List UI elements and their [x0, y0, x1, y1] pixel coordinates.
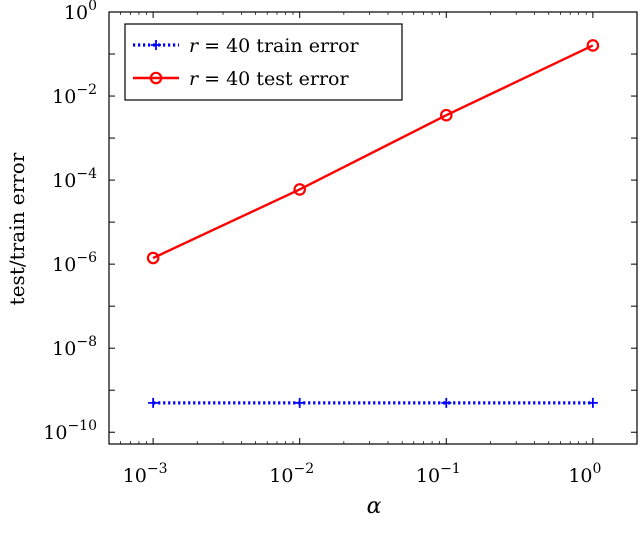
y-tick-label-5: 100: [64, 0, 97, 24]
series-line-1: [152, 44, 594, 260]
plot-area: [108, 11, 638, 445]
legend: r = 40 train error r = 40 test error: [124, 23, 403, 101]
data-point-1-1: [293, 183, 307, 196]
plot-border: [108, 11, 638, 445]
data-point-0-0: [148, 397, 159, 408]
y-tick-label-4: 10−2: [52, 82, 97, 108]
legend-marker-1: [149, 71, 163, 85]
y-tick-label-3: 10−4: [52, 166, 97, 192]
series-1: [146, 39, 600, 265]
x-tick-label-0: 10−3: [123, 461, 168, 487]
axis-ticks: [108, 11, 638, 444]
data-point-0-1: [294, 397, 305, 408]
data-point-0-2: [441, 397, 452, 408]
y-axis-label: test/train error: [5, 152, 29, 305]
legend-label-0: r = 40 train error: [189, 35, 360, 57]
tick-labels: 10−3 10−2 10−1 100 10−10 10−8 10−6 10−4 10−2 100: [43, 0, 601, 487]
data-point-1-0: [146, 251, 160, 265]
data-point-1-3: [586, 39, 600, 52]
data-point-1-2: [439, 108, 453, 122]
y-tick-label-1: 10−8: [52, 334, 97, 360]
x-tick-label-2: 10−1: [416, 461, 461, 487]
legend-label-1: r = 40 test error: [189, 68, 349, 90]
x-tick-label-1: 10−2: [269, 461, 314, 487]
series-layer: [146, 39, 600, 408]
data-point-0-3: [587, 397, 598, 408]
x-tick-label-3: 100: [568, 461, 601, 487]
legend-entry-0: r = 40 train error: [133, 35, 360, 57]
legend-marker-0: [151, 40, 161, 50]
series-0: [148, 397, 598, 408]
legend-box: [124, 23, 403, 101]
x-axis-label: α: [367, 494, 382, 519]
y-tick-label-0: 10−10: [43, 418, 97, 444]
y-tick-label-2: 10−6: [52, 250, 97, 276]
legend-entry-1: r = 40 test error: [133, 68, 349, 90]
